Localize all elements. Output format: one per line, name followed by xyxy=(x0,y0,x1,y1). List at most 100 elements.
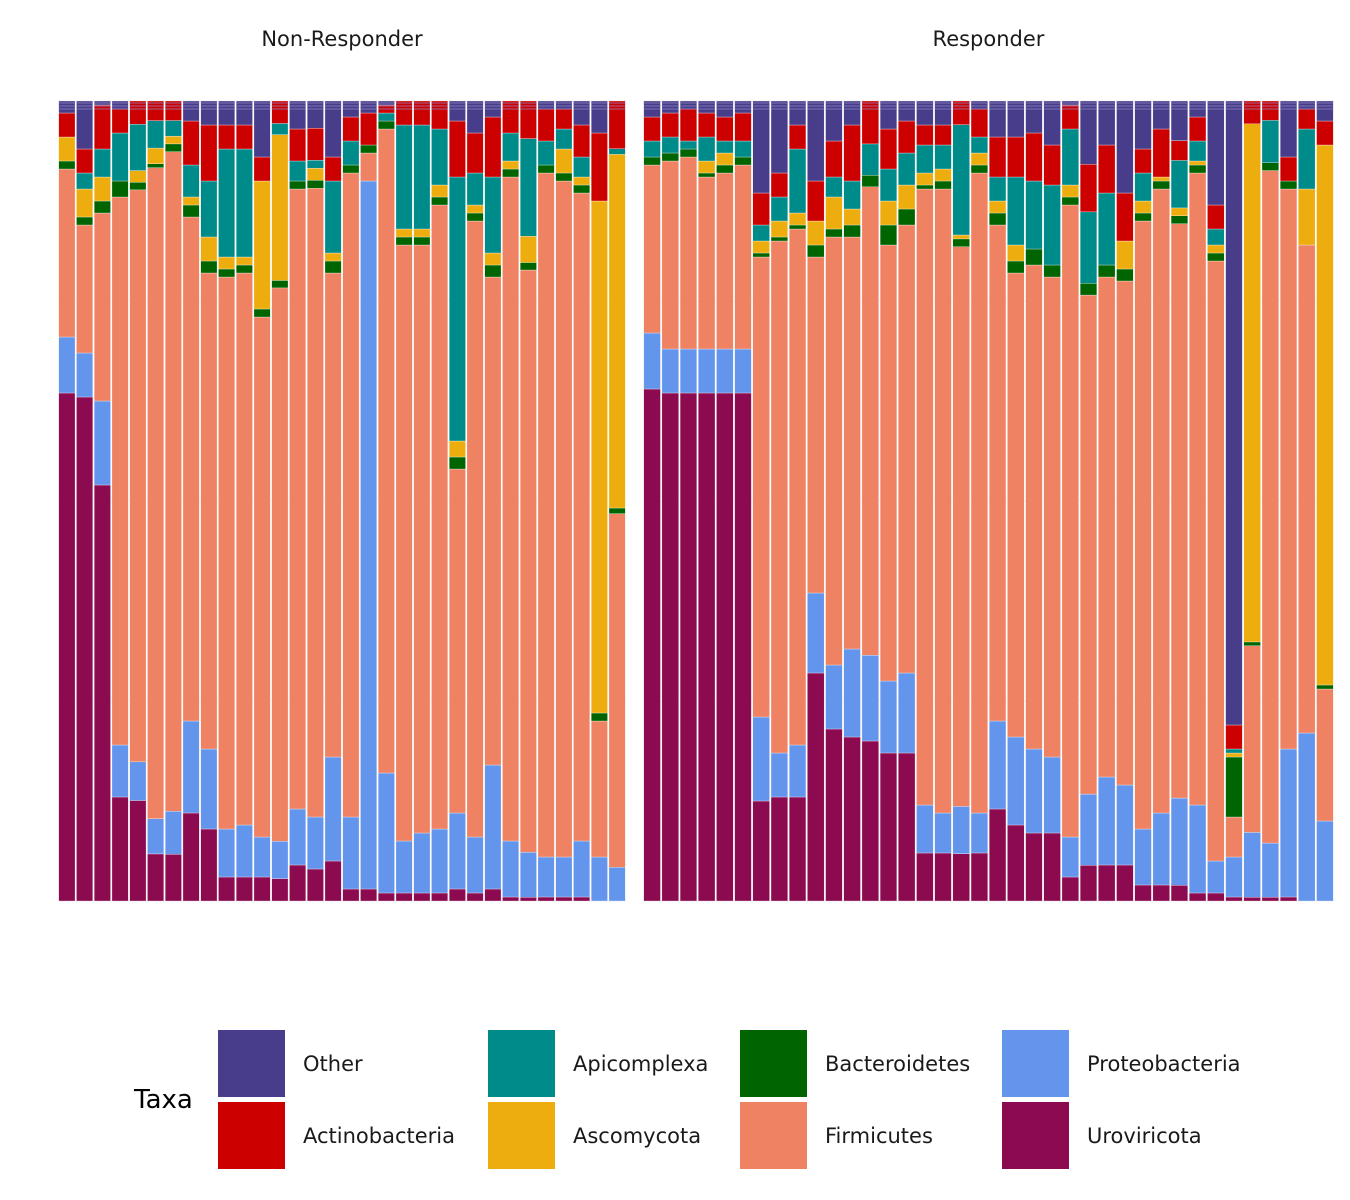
sample-bar xyxy=(1316,100,1334,902)
bar-segment-other xyxy=(679,100,697,110)
sample-bar xyxy=(360,100,377,902)
bar-segment-actinobacteria xyxy=(76,148,93,174)
bar-segment-proteobacteria xyxy=(861,655,879,742)
bar-segment-uroviricota xyxy=(324,860,342,902)
bar-segment-apicomplexa xyxy=(573,156,590,178)
bar-segment-ascomycota xyxy=(1170,207,1188,216)
bar-segment-other xyxy=(843,100,861,126)
bar-segment-proteobacteria xyxy=(1061,836,1079,878)
sample-bar xyxy=(236,100,253,902)
bar-segment-other xyxy=(807,100,825,182)
sample-bar xyxy=(825,100,843,902)
bar-segment-firmicutes xyxy=(916,188,934,806)
sample-bar xyxy=(218,100,235,902)
bar-segment-bacteroidetes xyxy=(934,180,952,190)
bar-segment-ascomycota xyxy=(716,152,734,166)
bar-segment-proteobacteria xyxy=(879,680,897,754)
bar-segment-proteobacteria xyxy=(825,664,843,730)
bar-segment-firmicutes xyxy=(1316,688,1334,822)
bar-segment-bacteroidetes xyxy=(76,216,93,226)
bar-segment-other xyxy=(218,100,235,126)
sample-bar xyxy=(989,100,1007,902)
legend-label: Actinobacteria xyxy=(303,1124,455,1148)
bar-segment-proteobacteria xyxy=(271,841,289,879)
sample-bar xyxy=(307,100,324,902)
bar-segment-other xyxy=(200,100,218,126)
bar-segment-other xyxy=(253,100,271,158)
bar-segment-bacteroidetes xyxy=(716,164,734,174)
sample-bar xyxy=(1116,100,1134,902)
bar-segment-ascomycota xyxy=(916,172,934,186)
bar-segment-proteobacteria xyxy=(413,832,431,894)
bar-segment-ascomycota xyxy=(898,184,916,210)
bar-segment-other xyxy=(111,100,129,110)
bar-segment-bacteroidetes xyxy=(360,144,377,154)
bar-segment-proteobacteria xyxy=(989,720,1007,810)
sample-bar xyxy=(934,100,952,902)
bar-segment-proteobacteria xyxy=(537,856,555,898)
bar-segment-apicomplexa xyxy=(1098,192,1116,266)
bar-segment-apicomplexa xyxy=(431,128,448,186)
legend: Taxa Other Actinobacteria Apicomplexa Ascom… xyxy=(133,1030,1241,1169)
sample-bar xyxy=(466,100,484,902)
bar-segment-apicomplexa xyxy=(236,148,253,258)
facet-panel-0: Non-Responder xyxy=(58,27,626,902)
bar-segment-firmicutes xyxy=(236,272,253,826)
bar-segment-firmicutes xyxy=(484,276,502,766)
bar-segment-bacteroidetes xyxy=(324,260,342,274)
bar-segment-apicomplexa xyxy=(698,136,716,162)
bar-segment-bacteroidetes xyxy=(1243,641,1261,646)
bar-segment-proteobacteria xyxy=(1080,793,1098,866)
bar-segment-ascomycota xyxy=(1061,184,1079,198)
legend-item: Actinobacteria xyxy=(218,1102,455,1169)
bar-segment-proteobacteria xyxy=(484,764,502,890)
bar-segment-firmicutes xyxy=(1280,188,1298,750)
bar-segment-uroviricota xyxy=(520,897,537,902)
bar-segment-other xyxy=(289,100,306,130)
bar-segment-firmicutes xyxy=(271,287,289,842)
bar-segment-other xyxy=(1170,100,1188,141)
bar-segment-uroviricota xyxy=(989,808,1007,902)
bar-segment-ascomycota xyxy=(934,168,952,182)
bar-segment-apicomplexa xyxy=(734,140,752,158)
bar-segment-apicomplexa xyxy=(449,176,466,442)
bar-segment-firmicutes xyxy=(378,128,395,774)
bar-segment-uroviricota xyxy=(537,896,555,902)
bar-segment-bacteroidetes xyxy=(1007,260,1025,274)
bar-segment-firmicutes xyxy=(129,189,147,763)
bar-segment-apicomplexa xyxy=(271,123,289,135)
facet-title: Responder xyxy=(933,27,1045,51)
bar-segment-bacteroidetes xyxy=(111,180,129,198)
bar-segment-proteobacteria xyxy=(111,744,129,798)
bar-segment-bacteroidetes xyxy=(825,228,843,238)
sample-bar xyxy=(734,100,752,902)
bar-segment-apicomplexa xyxy=(643,140,661,158)
bar-segment-other xyxy=(1043,100,1061,146)
bar-segment-bacteroidetes xyxy=(916,184,934,190)
bar-segment-proteobacteria xyxy=(165,811,182,855)
bar-segment-proteobacteria xyxy=(734,348,752,394)
bar-segment-other xyxy=(1316,100,1334,122)
bar-segment-bacteroidetes xyxy=(1152,180,1170,190)
bar-segment-firmicutes xyxy=(698,176,716,350)
bar-segment-apicomplexa xyxy=(378,112,395,122)
bar-segment-ascomycota xyxy=(324,252,342,262)
bar-segment-actinobacteria xyxy=(484,116,502,178)
bar-segment-proteobacteria xyxy=(147,818,164,855)
bar-segment-proteobacteria xyxy=(1189,804,1207,894)
bar-segment-ascomycota xyxy=(253,180,271,310)
bar-segment-uroviricota xyxy=(1007,824,1025,902)
bar-segment-ascomycota xyxy=(147,147,164,164)
bar-segment-firmicutes xyxy=(934,188,952,814)
bar-segment-proteobacteria xyxy=(520,852,537,898)
sample-bar xyxy=(1298,100,1316,902)
legend-swatch xyxy=(218,1030,285,1097)
sample-bar xyxy=(537,100,555,902)
bar-segment-actinobacteria xyxy=(1007,136,1025,178)
bar-segment-actinobacteria xyxy=(537,108,555,142)
sample-bar xyxy=(165,100,182,902)
bar-segment-proteobacteria xyxy=(1043,756,1061,834)
bar-segment-ascomycota xyxy=(395,228,413,238)
bar-segment-actinobacteria xyxy=(879,128,897,170)
bar-segment-apicomplexa xyxy=(520,138,537,237)
